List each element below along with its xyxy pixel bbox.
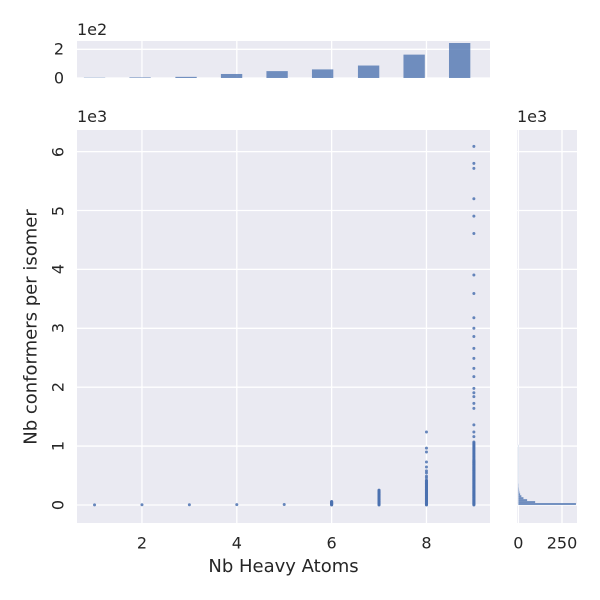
main-y-tick-label: 2 bbox=[48, 382, 68, 393]
scatter-point bbox=[424, 446, 428, 450]
scatter-point bbox=[472, 395, 476, 399]
right-histogram-bar bbox=[518, 489, 520, 492]
scatter-point bbox=[472, 356, 476, 360]
main-y-offset-text: 1e3 bbox=[77, 107, 108, 126]
main-x-tick-label: 6 bbox=[326, 533, 337, 553]
top-histogram-bar bbox=[448, 43, 471, 78]
main-x-tick-label: 8 bbox=[421, 533, 432, 553]
scatter-point bbox=[424, 469, 428, 473]
scatter-point bbox=[472, 316, 476, 320]
main-y-tick-label: 0 bbox=[48, 499, 68, 511]
top-histogram-bar bbox=[403, 54, 425, 78]
scatter-point bbox=[472, 430, 476, 434]
right-histogram-bar bbox=[518, 487, 519, 490]
right-histogram-bar bbox=[518, 495, 522, 498]
top-histogram-bar bbox=[266, 71, 288, 78]
right-histogram-bar bbox=[518, 493, 521, 496]
right-marginal-x-tick-label: 0 bbox=[513, 533, 524, 553]
top-marginal-y-tick-label: 2 bbox=[53, 39, 65, 59]
scatter-point bbox=[187, 503, 191, 507]
scatter-point bbox=[472, 391, 476, 395]
scatter-point bbox=[424, 450, 428, 454]
top-histogram-bar bbox=[311, 69, 334, 78]
scatter-point bbox=[472, 161, 476, 165]
scatter-point bbox=[424, 478, 428, 482]
main-x-tick-label: 2 bbox=[136, 533, 148, 553]
right-histogram-bar bbox=[518, 503, 576, 505]
scatter-point bbox=[424, 474, 428, 478]
main-scatter-axes bbox=[77, 130, 490, 523]
right-marginal-x-tick-label: 250 bbox=[546, 533, 578, 553]
top-marginal-y-tick-label: 0 bbox=[53, 68, 65, 88]
scatter-point bbox=[472, 423, 476, 427]
top-histogram-bar bbox=[175, 76, 197, 78]
x-axis-label: Nb Heavy Atoms bbox=[208, 556, 359, 577]
right-histogram-bar bbox=[518, 497, 524, 500]
right-marginal-y-offset-text: 1e3 bbox=[517, 107, 548, 126]
main-y-tick-label: 6 bbox=[48, 146, 68, 157]
scatter-point bbox=[472, 197, 476, 201]
scatter-point bbox=[377, 488, 381, 492]
top-histogram-bar bbox=[129, 77, 151, 78]
main-axes-background bbox=[77, 130, 490, 523]
main-x-tick-label: 4 bbox=[231, 533, 242, 553]
top-histogram-bar bbox=[220, 73, 243, 78]
right-axes-background bbox=[517, 130, 577, 523]
scatter-point bbox=[472, 346, 476, 350]
scatter-point bbox=[282, 503, 286, 507]
scatter-point bbox=[472, 375, 476, 379]
scatter-point bbox=[472, 435, 476, 439]
scatter-point bbox=[472, 406, 476, 410]
top-marginal-y-offset-text: 1e2 bbox=[77, 20, 108, 39]
scatter-point bbox=[472, 440, 476, 444]
scatter-point bbox=[472, 335, 476, 339]
scatter-point bbox=[472, 366, 476, 370]
scatter-point bbox=[472, 166, 476, 170]
scatter-point bbox=[93, 503, 97, 507]
right-histogram-bar bbox=[518, 501, 536, 504]
scatter-point bbox=[472, 386, 476, 390]
scatter-point bbox=[424, 471, 428, 475]
main-y-tick-label: 5 bbox=[48, 205, 68, 216]
top-marginal-axes bbox=[77, 41, 490, 79]
scatter-point bbox=[472, 144, 476, 148]
right-marginal-axes bbox=[517, 130, 577, 523]
scatter-point bbox=[140, 503, 144, 507]
main-y-tick-label: 1 bbox=[48, 440, 68, 452]
right-histogram-bar bbox=[518, 499, 528, 502]
main-y-tick-label: 4 bbox=[48, 264, 68, 275]
scatter-point bbox=[424, 465, 428, 469]
y-axis-label: Nb conformers per isomer bbox=[20, 209, 42, 445]
scatter-point bbox=[424, 430, 428, 434]
scatter-point bbox=[424, 460, 428, 464]
top-histogram-bar bbox=[357, 65, 380, 78]
scatter-point bbox=[472, 273, 476, 277]
scatter-point bbox=[472, 231, 476, 235]
right-histogram-bar bbox=[518, 491, 520, 494]
scatter-point bbox=[472, 326, 476, 330]
scatter-point bbox=[472, 292, 476, 296]
scatter-point bbox=[472, 401, 476, 405]
main-y-tick-label: 3 bbox=[48, 323, 68, 334]
scatter-point bbox=[330, 499, 334, 503]
scatter-point bbox=[472, 214, 476, 218]
scatter-point bbox=[235, 503, 239, 507]
